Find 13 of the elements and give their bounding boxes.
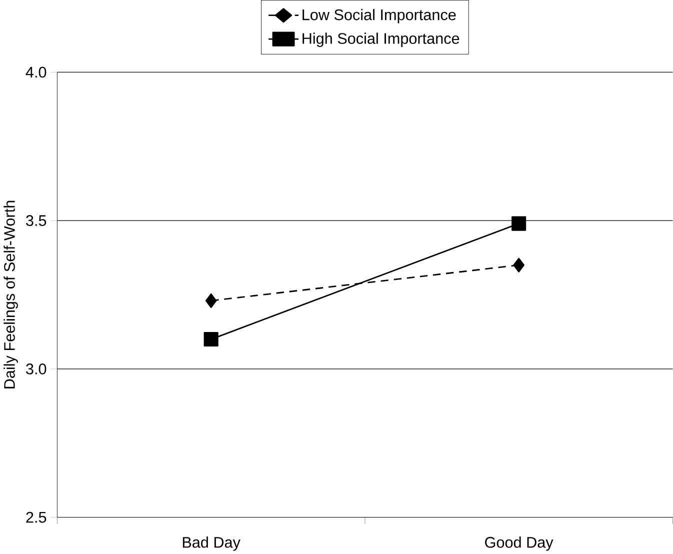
y-tick-label: 2.5 [26, 512, 46, 523]
legend-label: High Social Importance [302, 32, 460, 47]
point [205, 293, 217, 308]
legend-label: Low Social Importance [302, 8, 456, 24]
point [512, 216, 526, 231]
y-tick-label: 3.0 [26, 363, 46, 374]
y-tick-label: 4.0 [26, 66, 46, 78]
y-tick-label: 3.5 [26, 214, 46, 226]
x-tick-label: Good Day [485, 536, 554, 551]
x-tick-label: Bad Day [182, 536, 240, 551]
point [513, 258, 524, 272]
y-axis-title: Daily Feelings of Self-Worth [4, 200, 18, 388]
point [204, 332, 218, 346]
